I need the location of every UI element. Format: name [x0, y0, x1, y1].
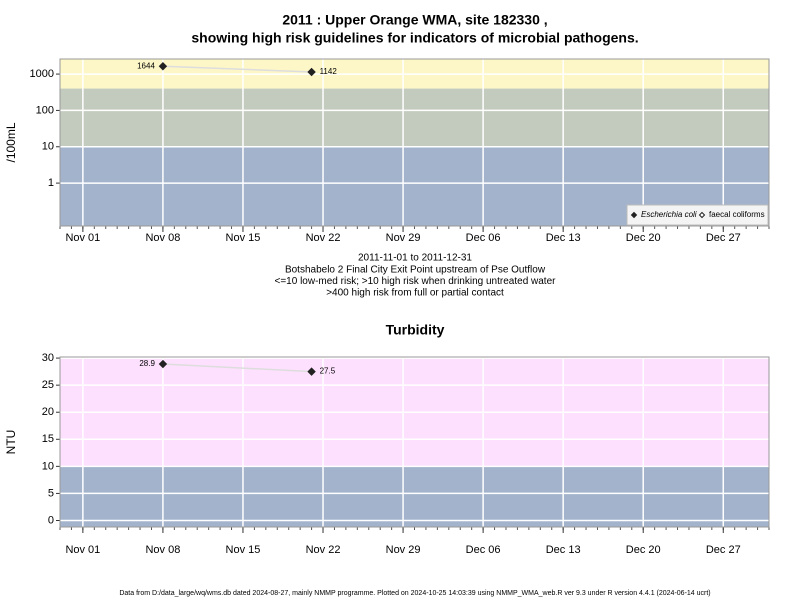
data-label: 27.5 [320, 367, 336, 376]
y-axis-label: /100mL [4, 122, 18, 162]
chart-title: 2011 : Upper Orange WMA, site 182330 , [282, 12, 547, 28]
y-tick-label: 20 [42, 406, 54, 418]
y-tick-label: 5 [48, 487, 54, 499]
legend-marker [698, 211, 706, 219]
data-point [307, 67, 316, 77]
x-tick-label: Nov 01 [65, 544, 100, 556]
footer: Data from D:/data_large/wq/wms.db dated … [119, 590, 710, 597]
x-tick-label: Dec 06 [466, 544, 501, 556]
plot-border [59, 58, 770, 227]
legend-label: Escherichia coli [641, 210, 697, 219]
note: Botshabelo 2 Final City Exit Point upstr… [285, 264, 546, 275]
x-tick-label: Nov 15 [226, 232, 261, 244]
y-tick-label: 0 [48, 514, 54, 526]
x-tick-label: Nov 29 [386, 544, 421, 556]
legend-label: faecal coliforms [709, 210, 765, 219]
y-tick-label: 10 [42, 141, 54, 153]
x-tick-label: Dec 27 [706, 544, 741, 556]
y-tick-label: 15 [42, 433, 54, 445]
y-tick-label: 30 [42, 352, 54, 364]
x-tick-label: Nov 29 [386, 232, 421, 244]
legend-marker [630, 211, 638, 219]
y-tick-label: 25 [42, 379, 54, 391]
y-axis-label: NTU [4, 430, 18, 455]
series-line [162, 65, 312, 73]
note: <=10 low-med risk; >10 high risk when dr… [275, 276, 557, 287]
x-tick-label: Nov 22 [306, 544, 341, 556]
x-tick-label: Dec 27 [706, 232, 741, 244]
data-point [158, 62, 168, 71]
note: >400 high risk from full or partial cont… [326, 288, 504, 299]
y-tick-label: 100 [36, 104, 54, 116]
x-tick-label: Dec 06 [466, 232, 501, 244]
x-tick-label: Nov 01 [65, 232, 100, 244]
data-label: 1142 [320, 67, 338, 76]
y-tick-label: 1 [48, 177, 54, 189]
data-point [307, 367, 316, 376]
x-tick-label: Nov 22 [306, 232, 341, 244]
y-tick-label: 10 [42, 460, 54, 472]
x-tick-label: Dec 20 [626, 232, 661, 244]
x-tick-label: Dec 20 [626, 544, 661, 556]
data-label: 28.9 [139, 359, 155, 368]
note: 2011-11-01 to 2011-12-31 [358, 253, 472, 264]
data-point [158, 359, 168, 369]
plot-border [59, 356, 770, 528]
x-tick-label: Nov 15 [226, 544, 261, 556]
x-tick-label: Dec 13 [546, 544, 581, 556]
chart-title: showing high risk guidelines for indicat… [191, 30, 638, 46]
risk-band [60, 466, 769, 527]
x-tick-label: Nov 08 [145, 232, 180, 244]
chart-title: Turbidity [386, 322, 445, 338]
data-label: 1644 [137, 61, 155, 70]
series-line [162, 363, 312, 373]
x-tick-label: Dec 13 [546, 232, 581, 244]
legend-box [626, 204, 769, 226]
x-tick-label: Nov 08 [145, 544, 180, 556]
y-tick-label: 1000 [30, 68, 54, 80]
risk-band [60, 88, 769, 147]
